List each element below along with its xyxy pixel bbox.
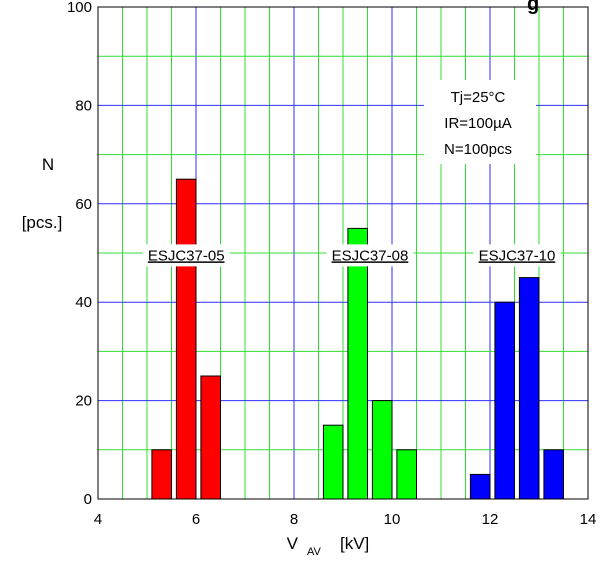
group-label-backdrop (473, 244, 561, 267)
bar-esjc37-10-0 (469, 473, 491, 500)
y-tick-label: 0 (84, 491, 92, 508)
y-tick-labels: 0 20 40 60 80 100 (67, 0, 92, 508)
y-tick-label: 40 (75, 294, 92, 311)
x-tick-label: 4 (94, 511, 102, 528)
bar-esjc37-08-3 (396, 449, 417, 500)
annotation-ir: IR=100µA (444, 115, 511, 132)
y-axis-label: N (42, 155, 54, 174)
y-axis-unit: [pcs.] (22, 213, 63, 232)
group-labels: ESJC37-05 ESJC37-08 ESJC37-10 (142, 244, 561, 267)
annotation-box (424, 80, 536, 164)
bar-esjc37-08-0 (322, 424, 344, 500)
bar-esjc37-05-1 (175, 178, 197, 500)
x-axis-unit: [kV] (340, 534, 369, 553)
group-label-esjc37-05: ESJC37-05 (148, 247, 225, 264)
group-label-esjc37-10: ESJC37-10 (479, 247, 556, 264)
x-axis-label-subscript: AV (307, 546, 322, 558)
bar-esjc37-08-2 (371, 400, 393, 500)
bar-esjc37-10-1 (494, 301, 515, 500)
x-tick-labels: 4 6 8 10 12 14 (94, 511, 597, 528)
y-tick-label: 60 (75, 196, 92, 213)
y-tick-label: 80 (75, 97, 92, 114)
x-axis-label: V (287, 534, 299, 553)
x-tick-label: 10 (384, 511, 401, 528)
group-label-backdrop (142, 244, 230, 267)
annotation-tj: Tj=25°C (451, 89, 506, 106)
bars (151, 178, 565, 500)
x-tick-label: 6 (192, 511, 200, 528)
y-tick-label: 20 (75, 393, 92, 410)
bar-esjc37-05-0 (151, 449, 172, 500)
y-tick-label: 100 (67, 0, 92, 16)
bar-esjc37-05-2 (200, 375, 221, 500)
x-tick-label: 12 (482, 511, 499, 528)
plot-frame (97, 6, 589, 500)
bar-esjc37-10-2 (518, 277, 540, 500)
bar-esjc37-08-1 (347, 227, 368, 500)
x-tick-label: 8 (290, 511, 298, 528)
group-label-esjc37-08: ESJC37-08 (332, 247, 409, 264)
x-tick-label: 14 (580, 511, 597, 528)
group-label-backdrop (326, 244, 414, 267)
annotation-n: N=100pcs (444, 141, 512, 158)
bar-esjc37-10-3 (543, 449, 565, 500)
chart-title-partial: g (527, 0, 539, 15)
